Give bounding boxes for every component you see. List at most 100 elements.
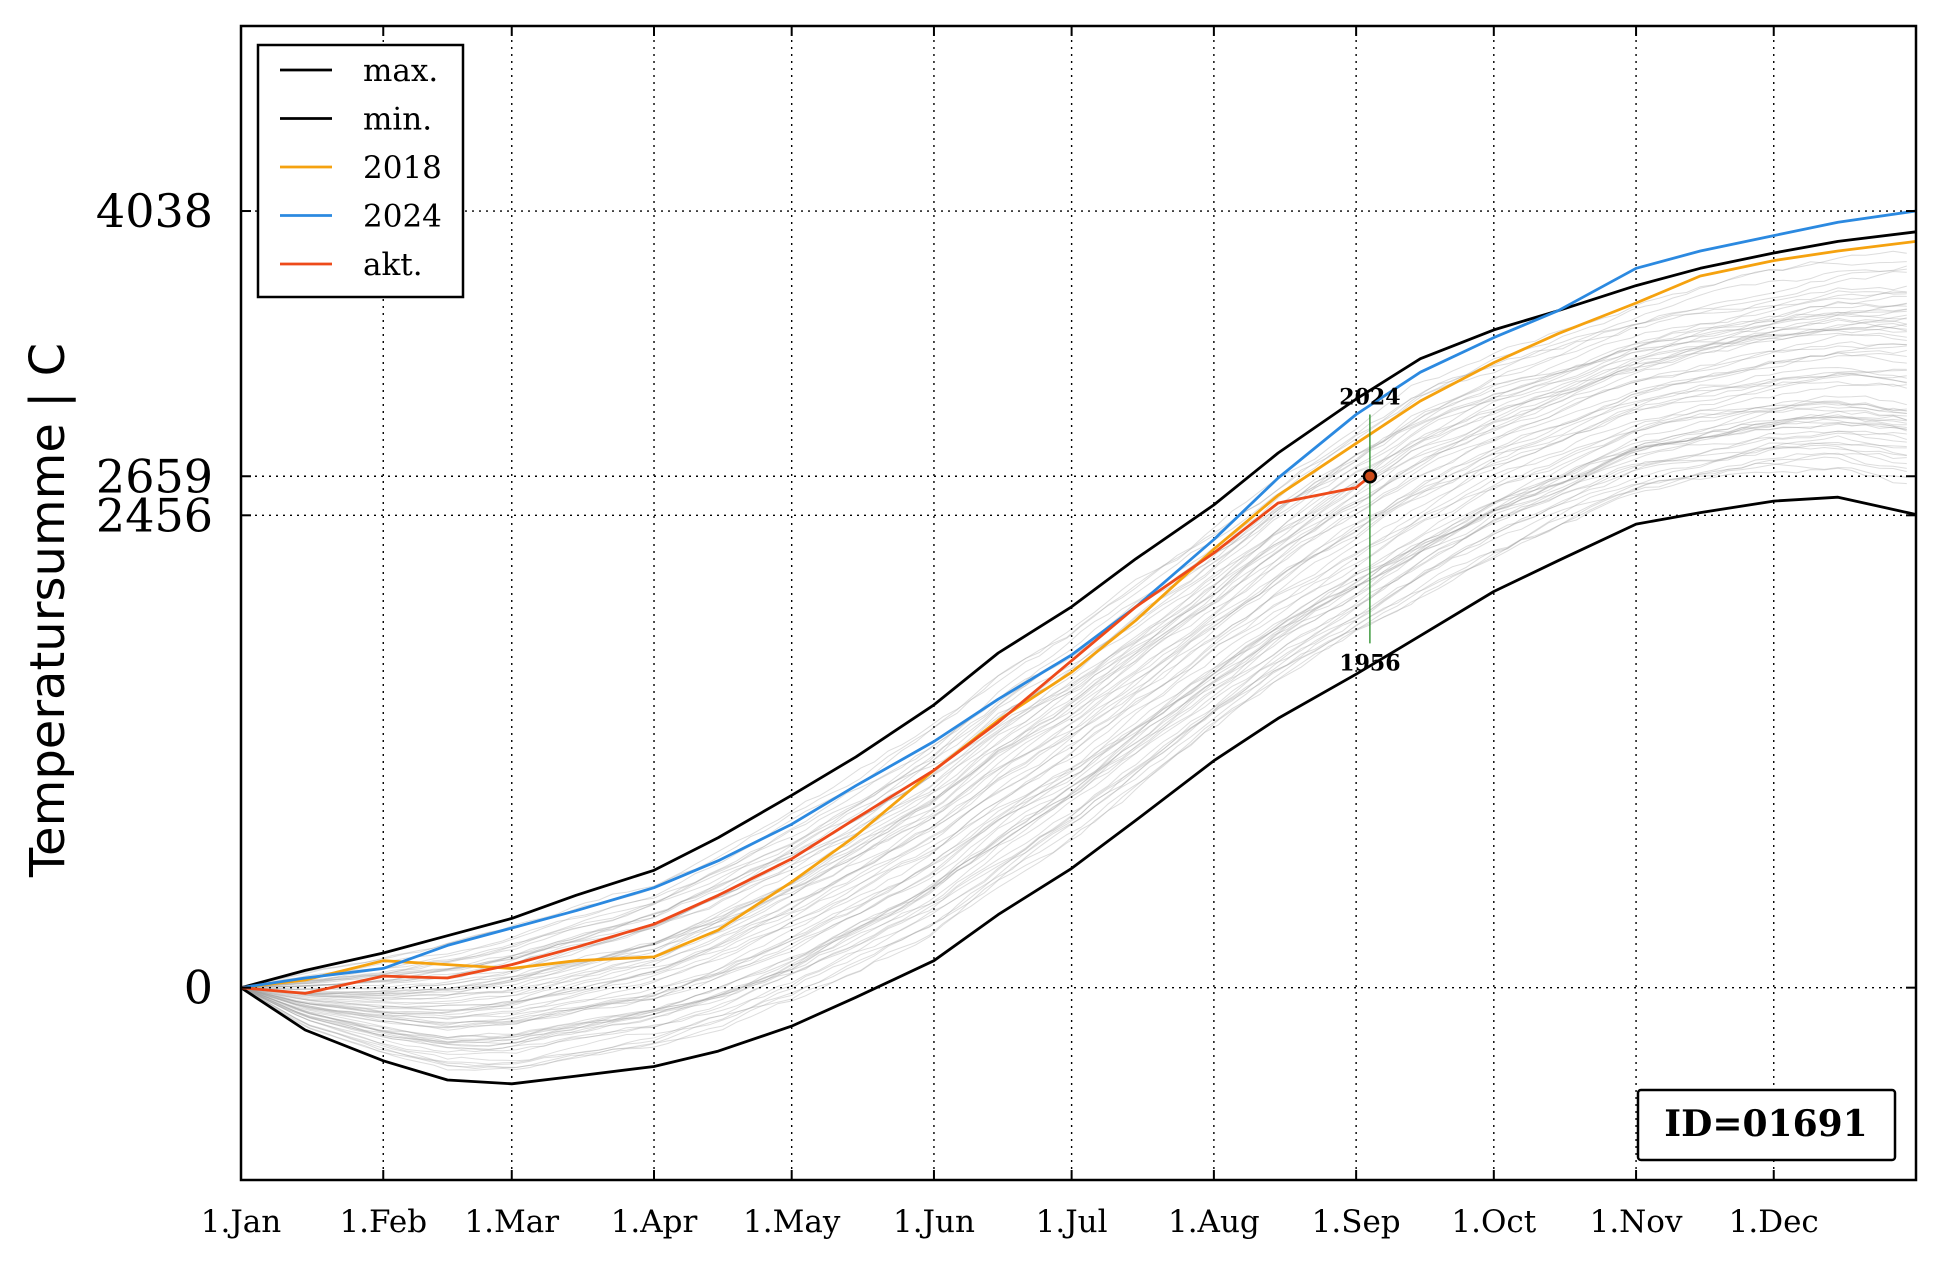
x-tick-label: 1.Oct xyxy=(1451,1204,1536,1240)
historical-year-curve xyxy=(240,402,1907,1044)
historical-year-curve xyxy=(240,334,1907,1000)
historical-year-curve xyxy=(240,285,1907,989)
x-tick-label: 1.May xyxy=(743,1204,841,1240)
historical-year-curve xyxy=(240,270,1907,990)
historical-year-curve xyxy=(240,435,1907,1070)
x-tick-label: 1.Jan xyxy=(201,1204,281,1240)
historical-year-curve xyxy=(240,374,1907,1008)
series-line-max xyxy=(240,230,1917,990)
historical-year-curve xyxy=(240,467,1907,1050)
historical-year-curve xyxy=(240,445,1907,1044)
historical-year-curve xyxy=(240,317,1907,998)
historical-year-curve xyxy=(240,462,1907,1043)
y-axis-label: Temperatursumme | C xyxy=(20,343,76,878)
y-tick-label: 2456 xyxy=(96,488,213,542)
historical-year-curve xyxy=(240,456,1907,1062)
y-tick-label: 2659 xyxy=(96,449,213,503)
legend-label: 2018 xyxy=(363,150,442,186)
legend-label: 2024 xyxy=(363,199,442,235)
historical-year-curve xyxy=(240,432,1907,1065)
historical-year-curve xyxy=(240,373,1907,1026)
historical-year-curve xyxy=(240,444,1907,1055)
historical-year-curve xyxy=(240,395,1907,1028)
historical-year-curve xyxy=(240,414,1907,1028)
historical-year-curve xyxy=(240,295,1907,989)
range-bottom-label: 1956 xyxy=(1339,650,1400,676)
historical-year-curve xyxy=(240,314,1907,1000)
historical-year-curve xyxy=(240,322,1907,1005)
historical-year-curve xyxy=(240,343,1907,1015)
x-tick-label: 1.Sep xyxy=(1312,1204,1401,1240)
historical-year-curve xyxy=(240,332,1907,989)
historical-year-curve xyxy=(240,418,1907,1019)
legend-label: akt. xyxy=(363,247,423,283)
x-tick-label: 1.Feb xyxy=(339,1204,427,1240)
historical-year-curve xyxy=(240,328,1907,995)
id-box-label: ID=01691 xyxy=(1664,1103,1867,1145)
id-box-frame xyxy=(1636,1088,1897,1162)
range-top-label: 2024 xyxy=(1339,385,1400,411)
historical-year-curve xyxy=(240,405,1907,1011)
x-tick-label: 1.Jul xyxy=(1036,1204,1108,1240)
historical-year-curve xyxy=(240,420,1907,1025)
series-line-min xyxy=(240,495,1917,1086)
series-lines xyxy=(240,209,1917,1086)
historical-year-curve xyxy=(240,325,1907,989)
historical-year-curve xyxy=(240,349,1907,1015)
historical-year-curve xyxy=(240,345,1907,1008)
historical-year-curve xyxy=(240,400,1907,1029)
historical-year-curve xyxy=(240,441,1907,1067)
series-line-akt xyxy=(240,475,1371,995)
x-tick-label: 1.Nov xyxy=(1590,1204,1683,1240)
range-annotation: 2024 1956 xyxy=(1339,385,1400,677)
historical-year-curve xyxy=(240,323,1907,994)
historical-year-curve xyxy=(240,310,1907,989)
y-tick-label: 0 xyxy=(184,961,213,1015)
historical-year-curve xyxy=(240,430,1907,1041)
plot-frame xyxy=(239,24,1918,1182)
x-tick-label: 1.Mar xyxy=(464,1204,559,1240)
historical-year-curve xyxy=(240,250,1907,989)
historical-year-curve xyxy=(240,410,1907,1045)
historical-year-curve xyxy=(240,308,1907,989)
y-tick-label: 4038 xyxy=(96,184,213,238)
historical-year-curve xyxy=(240,430,1907,1052)
historical-year-curve xyxy=(240,352,1907,1002)
historical-year-curve xyxy=(240,311,1907,989)
axis-ticks: 1.Jan 1.Feb 1.Mar 1.Apr 1.May 1.Jun 1.Jul 1.Aug… xyxy=(96,26,1916,1240)
legend-label: min. xyxy=(363,102,432,138)
x-tick-label: 1.Apr xyxy=(611,1204,698,1240)
historical-year-curve xyxy=(240,268,1907,989)
historical-year-curve xyxy=(240,415,1907,1053)
historical-year-curve xyxy=(240,302,1907,991)
historical-year-curve xyxy=(240,400,1907,1016)
historical-year-curve xyxy=(240,452,1907,1068)
series-line-2018 xyxy=(240,240,1917,990)
x-tick-label: 1.Aug xyxy=(1168,1204,1260,1240)
historical-year-curve xyxy=(240,370,1907,1004)
historical-year-curve xyxy=(240,369,1907,993)
historical-years-curves xyxy=(240,250,1907,1071)
historical-year-curve xyxy=(240,423,1907,1039)
x-tick-label: 1.Dec xyxy=(1729,1204,1819,1240)
historical-year-curve xyxy=(240,366,1907,1020)
historical-year-curve xyxy=(240,414,1907,1023)
current-value-marker xyxy=(1362,469,1378,484)
historical-year-curve xyxy=(240,452,1907,1071)
series-line-2024 xyxy=(240,209,1917,990)
historical-year-curve xyxy=(240,261,1907,989)
historical-year-curve xyxy=(240,304,1907,989)
x-tick-label: 1.Jun xyxy=(893,1204,975,1240)
historical-year-curve xyxy=(240,290,1907,989)
historical-year-curve xyxy=(240,442,1907,1039)
historical-year-curve xyxy=(240,383,1907,1012)
legend-box xyxy=(256,43,465,299)
historical-year-curve xyxy=(240,290,1907,989)
historical-year-curve xyxy=(240,308,1907,997)
historical-year-curve xyxy=(240,415,1907,1018)
historical-year-curve xyxy=(240,402,1907,1047)
historical-year-curve xyxy=(240,372,1907,996)
legend-label: max. xyxy=(363,53,438,89)
historical-year-curve xyxy=(240,381,1907,1031)
